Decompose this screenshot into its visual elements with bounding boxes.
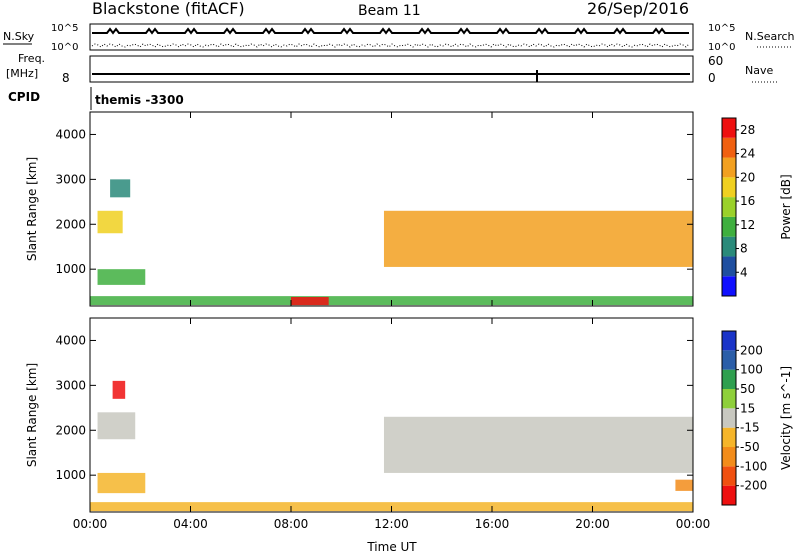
nsearch-trace xyxy=(91,43,690,48)
panel-frame xyxy=(89,111,694,307)
date-label: 26/Sep/2016 xyxy=(587,0,689,18)
freq-panel-frame xyxy=(89,55,694,83)
colorbar-swatch xyxy=(722,118,736,138)
colorbar-label: Power [dB] xyxy=(779,174,793,239)
colorbar-tick-label: 28 xyxy=(740,123,755,137)
freq-tick: 8 xyxy=(62,71,70,85)
cpid-value: themis -3300 xyxy=(95,93,184,107)
nsearch-label: N.Search xyxy=(745,30,795,43)
x-tick-label: 00:00 xyxy=(676,517,711,531)
colorbar-swatch xyxy=(722,256,736,277)
colorbar-frame xyxy=(721,117,737,297)
colorbar-swatch xyxy=(722,485,736,505)
colorbar-tick-label: 100 xyxy=(740,363,763,377)
x-tick-label: 00:00 xyxy=(73,517,108,531)
colorbar-tick-label: 15 xyxy=(740,401,755,415)
y-tick-label: 3000 xyxy=(55,172,86,186)
x-tick-label: 12:00 xyxy=(374,517,409,531)
velocity-panel: 00:00 04:00 08:00 12:00 16:00 20:00 00:00 1000 2… xyxy=(25,317,793,531)
colorbar-tick-label: 4 xyxy=(740,265,748,279)
data-region-5 xyxy=(291,297,329,306)
y-axis-title: Slant Range [km] xyxy=(25,157,39,261)
colorbar-swatch xyxy=(722,350,736,370)
colorbar-tick-label: 16 xyxy=(740,194,755,208)
colorbar-tick-label: 200 xyxy=(740,343,763,357)
panel-frame xyxy=(89,317,694,513)
colorbar-tick-label: 20 xyxy=(740,170,755,184)
y-tick-label: 3000 xyxy=(55,378,86,392)
freq-label: Freq. xyxy=(18,52,45,65)
cpid-label: CPID xyxy=(8,90,40,104)
data-region-1 xyxy=(97,472,146,494)
colorbar-frame xyxy=(721,330,737,506)
colorbar-tick-label: -100 xyxy=(740,459,767,473)
nsky-panel-frame xyxy=(89,23,694,51)
colorbar-swatch xyxy=(722,427,736,447)
nave-tick-top: 60 xyxy=(708,54,723,68)
data-region-5 xyxy=(675,479,693,491)
colorbar-swatch xyxy=(722,137,736,158)
nsky-tick-bottom: 10^0 xyxy=(51,42,78,53)
colorbar-swatch xyxy=(722,216,736,237)
colorbar-tick-label: -15 xyxy=(740,421,760,435)
colorbar-tick-label: 12 xyxy=(740,218,755,232)
colorbar-swatch xyxy=(722,466,736,486)
nave-tick-bottom: 0 xyxy=(708,71,716,85)
x-tick-label: 04:00 xyxy=(173,517,208,531)
nsky-label: N.Sky xyxy=(3,30,35,43)
y-tick-label: 4000 xyxy=(55,127,86,141)
nsky-tick-top: 10^5 xyxy=(51,23,78,34)
colorbar-swatch xyxy=(722,236,736,257)
nave-label: Nave xyxy=(745,64,773,77)
colorbar-tick-label: -200 xyxy=(740,479,767,493)
data-region-3 xyxy=(383,210,693,267)
data-region-2 xyxy=(112,380,126,399)
data-region-0 xyxy=(97,412,136,440)
colorbar-label: Velocity [m s^-1] xyxy=(779,366,793,470)
x-tick-label: 20:00 xyxy=(575,517,610,531)
x-axis-title: Time UT xyxy=(366,540,417,554)
y-axis-title: Slant Range [km] xyxy=(25,363,39,467)
data-region-0 xyxy=(97,210,123,234)
x-tick-label: 08:00 xyxy=(274,517,309,531)
x-tick-label: 16:00 xyxy=(475,517,510,531)
colorbar-swatch xyxy=(722,447,736,467)
colorbar-swatch xyxy=(722,389,736,409)
nsky-trace xyxy=(92,27,689,35)
nsearch-tick-top: 10^5 xyxy=(708,23,735,34)
freq-unit-label: [MHz] xyxy=(6,67,38,80)
colorbar-swatch xyxy=(722,408,736,428)
colorbar-swatch xyxy=(722,177,736,198)
station-title: Blackstone (fitACF) xyxy=(92,0,245,18)
colorbar-swatch xyxy=(722,276,736,296)
y-tick-label: 2000 xyxy=(55,217,86,231)
nsearch-tick-bottom: 10^0 xyxy=(708,42,735,53)
beam-label: Beam 11 xyxy=(358,3,421,19)
y-tick-label: 4000 xyxy=(55,333,86,347)
y-tick-label: 1000 xyxy=(55,468,86,482)
data-region-3 xyxy=(383,416,693,473)
y-tick-label: 2000 xyxy=(55,423,86,437)
colorbar-tick-label: -50 xyxy=(740,440,760,454)
colorbar-swatch xyxy=(722,197,736,217)
y-tick-label: 1000 xyxy=(55,262,86,276)
colorbar-tick-label: 50 xyxy=(740,382,755,396)
data-region-2 xyxy=(110,179,131,198)
colorbar-tick-label: 8 xyxy=(740,242,748,256)
power-panel: 1000 2000 3000 4000 Slant Range [km] 4 8 12 16 20… xyxy=(25,111,793,307)
colorbar-swatch xyxy=(722,157,736,178)
data-region-1 xyxy=(97,269,146,285)
colorbar-swatch xyxy=(722,369,736,389)
colorbar-tick-label: 24 xyxy=(740,147,755,161)
colorbar-swatch xyxy=(722,331,736,351)
